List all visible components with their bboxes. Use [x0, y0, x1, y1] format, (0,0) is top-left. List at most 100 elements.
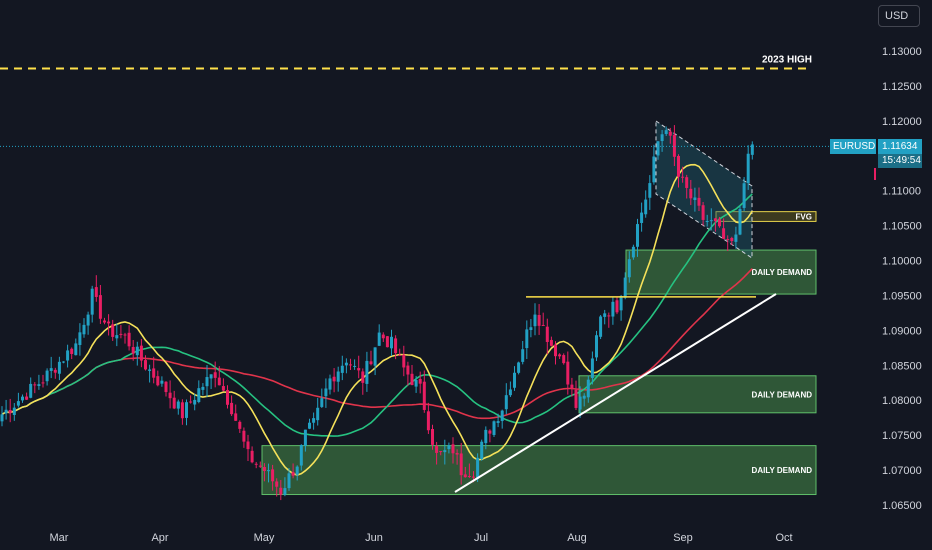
candle-body: [697, 197, 701, 206]
candle-body: [640, 212, 644, 223]
candle-body: [435, 445, 439, 453]
candle-body: [570, 384, 574, 389]
candle-body: [238, 421, 242, 429]
candle-body: [328, 378, 332, 390]
candle-body: [459, 453, 463, 476]
candle-body: [689, 188, 693, 199]
candle-body: [148, 369, 152, 371]
candle-body: [119, 333, 123, 335]
candle-body: [709, 220, 713, 222]
last-price-value: 1.11634: [878, 139, 922, 154]
candle-body: [357, 368, 361, 371]
y-tick-label: 1.13000: [882, 46, 922, 58]
candle-body: [722, 228, 726, 239]
candle-body: [53, 369, 57, 373]
candle-body: [472, 476, 475, 478]
candle-body: [226, 389, 229, 405]
candle-body: [74, 343, 78, 356]
x-tick-label: Apr: [151, 532, 168, 544]
candle-body: [37, 384, 41, 387]
y-tick-label: 1.09000: [882, 325, 922, 337]
candle-body: [98, 295, 102, 319]
candle-body: [45, 370, 49, 382]
overlays: 2023 HIGH: [0, 54, 876, 493]
candle-body: [242, 430, 246, 442]
candle-body: [480, 441, 484, 459]
candle-body: [488, 430, 492, 434]
y-tick-label: 1.09500: [882, 290, 922, 302]
trendline: [454, 293, 777, 493]
candle-body: [681, 176, 685, 178]
candle-body: [21, 396, 24, 401]
candle-body: [447, 445, 451, 450]
candle-body: [217, 377, 221, 386]
candle-body: [234, 413, 238, 421]
candle-body: [476, 457, 480, 479]
candle-body: [394, 338, 398, 354]
candle-body: [230, 402, 234, 415]
candle-body: [607, 315, 611, 317]
candle-body: [586, 379, 590, 398]
candle-body: [271, 469, 275, 482]
candle-body: [275, 481, 279, 487]
candle-body: [431, 428, 434, 445]
candle-body: [574, 389, 578, 408]
candle-body: [33, 384, 37, 386]
candle-body: [426, 411, 430, 431]
candle-body: [246, 441, 250, 450]
candle-body: [361, 371, 365, 383]
candle-body: [49, 368, 53, 371]
candle-body: [70, 348, 74, 354]
symbol-label: EURUSD: [830, 139, 876, 154]
candle-body: [660, 134, 664, 142]
candle-body: [291, 472, 295, 476]
candle-body: [500, 410, 504, 422]
y-tick-label: 1.11000: [882, 186, 921, 198]
candle-body: [0, 414, 4, 422]
candle-body: [369, 361, 373, 365]
candle-body: [57, 361, 61, 374]
candle-body: [644, 199, 648, 215]
demand-zone-label: DAILY DEMAND: [752, 268, 813, 277]
currency-button[interactable]: USD: [878, 5, 920, 27]
candle-body: [12, 407, 16, 416]
candle-body: [713, 218, 717, 222]
candle-body: [78, 332, 82, 345]
candle-body: [508, 389, 512, 396]
candle-body: [135, 346, 139, 356]
candle-body: [312, 418, 316, 423]
candle-body: [8, 410, 12, 414]
candle-body: [668, 131, 672, 136]
candle-body: [131, 347, 135, 354]
candle-body: [168, 392, 172, 399]
candle-body: [726, 239, 730, 241]
candle-body: [418, 378, 422, 384]
candle-body: [340, 365, 344, 373]
candle-body: [525, 329, 529, 349]
candle-body: [353, 365, 357, 367]
candle-body: [521, 349, 525, 362]
candle-body: [267, 470, 270, 472]
sma-red-line: [1, 268, 753, 420]
sma-yellow-line: [1, 163, 753, 476]
candle-body: [545, 326, 549, 342]
time-axis[interactable]: Mar Apr May Jun Jul Aug Sep Oct: [50, 532, 793, 544]
candle-body: [144, 360, 147, 370]
candle-body: [595, 335, 598, 358]
demand-zone: [261, 445, 817, 496]
candle-body: [111, 324, 115, 337]
price-axis[interactable]: 1.130001.125001.120001.115001.110001.105…: [882, 46, 922, 512]
candle-body: [554, 344, 557, 357]
last-price-tag: EURUSD 1.11634 15:49:54: [830, 139, 922, 168]
candle-body: [262, 467, 266, 472]
x-tick-label: Oct: [775, 532, 792, 544]
y-tick-label: 1.10000: [882, 256, 922, 268]
candle-body: [299, 445, 303, 466]
candle-body: [406, 365, 410, 375]
candle-body: [558, 354, 562, 357]
candle-body: [250, 450, 254, 463]
y-tick-label: 1.08000: [882, 395, 922, 407]
candle-body: [160, 380, 164, 384]
candle-body: [533, 314, 537, 327]
